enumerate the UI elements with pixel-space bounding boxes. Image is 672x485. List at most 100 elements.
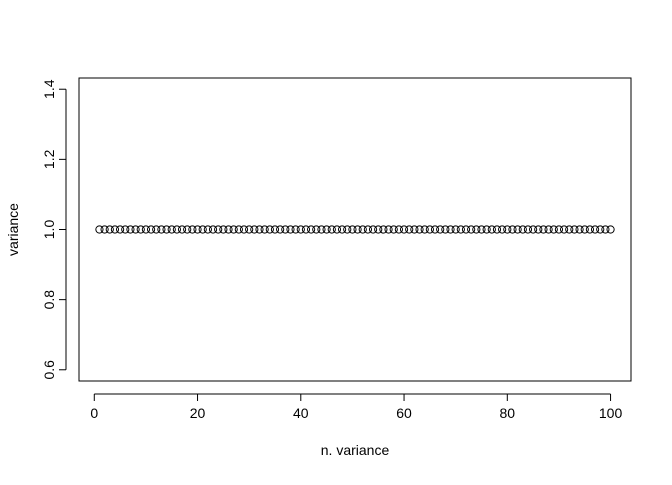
plot-frame <box>78 77 632 382</box>
data-point <box>549 225 558 234</box>
x-tick-label: 100 <box>599 405 623 421</box>
data-point <box>245 225 254 234</box>
data-point <box>389 225 398 234</box>
data-point <box>291 225 300 234</box>
data-point <box>529 225 538 234</box>
data-point <box>353 225 362 234</box>
data-point <box>518 225 527 234</box>
data-point <box>590 225 600 234</box>
data-point <box>503 225 512 234</box>
data-point <box>348 225 357 234</box>
data-point <box>420 225 429 234</box>
y-tick-label: 0.6 <box>41 360 57 380</box>
data-point <box>177 225 187 234</box>
data-point <box>141 225 151 234</box>
data-point <box>394 225 403 234</box>
data-point <box>539 225 548 234</box>
data-point <box>183 225 192 234</box>
data-point <box>276 225 285 234</box>
data-point <box>121 225 130 234</box>
data-point <box>384 225 393 234</box>
data-point <box>374 225 383 234</box>
data-point <box>239 225 249 234</box>
data-point <box>286 225 295 234</box>
x-tick-label: 40 <box>293 405 309 421</box>
data-point <box>399 225 409 234</box>
data-point <box>208 225 218 234</box>
data-point <box>467 225 476 234</box>
y-axis: 0.6 0.8 1.0 1.2 1.4 <box>41 79 67 380</box>
data-point <box>115 225 125 234</box>
data-point <box>343 225 352 234</box>
data-point <box>322 225 331 234</box>
data-point <box>203 225 212 234</box>
data-point <box>110 225 120 234</box>
x-axis-label: n. variance <box>321 442 390 458</box>
y-tick-label: 1.2 <box>41 149 57 169</box>
data-point <box>565 225 574 234</box>
data-point <box>446 225 455 234</box>
data-point <box>229 225 238 234</box>
data-point <box>337 225 347 234</box>
data-point <box>570 225 579 234</box>
data-point <box>513 225 522 234</box>
x-tick-label: 60 <box>396 405 412 421</box>
data-point <box>405 225 414 234</box>
data-point <box>172 225 181 234</box>
data-point <box>95 225 104 234</box>
data-point <box>544 225 553 234</box>
data-point <box>508 225 517 234</box>
data-point <box>487 225 496 234</box>
data-point <box>585 225 595 234</box>
data-point <box>100 225 109 234</box>
data-point <box>575 225 584 234</box>
data-point <box>332 225 342 234</box>
data-point <box>317 225 326 234</box>
data-point <box>265 225 274 234</box>
data-point <box>363 225 373 234</box>
x-tick-label: 0 <box>90 405 98 421</box>
data-point <box>270 225 280 234</box>
data-point <box>214 225 223 234</box>
data-point <box>198 225 207 234</box>
data-point <box>461 225 471 234</box>
data-point <box>358 225 367 234</box>
data-point <box>436 225 445 234</box>
y-tick-label: 0.8 <box>41 290 57 310</box>
data-point <box>219 225 228 234</box>
data-point <box>472 225 481 234</box>
data-point <box>234 225 243 234</box>
data-point <box>451 225 460 234</box>
data-point <box>482 225 491 234</box>
data-point <box>441 225 450 234</box>
data-point <box>193 225 202 234</box>
data-point <box>157 225 166 234</box>
data-point <box>559 225 569 234</box>
data-point <box>430 225 440 234</box>
data-point <box>580 225 589 234</box>
data-point <box>498 225 507 234</box>
x-axis: 0 20 40 60 80 100 <box>90 393 623 421</box>
data-point <box>601 225 610 234</box>
data-point <box>136 225 145 234</box>
data-point <box>301 225 311 234</box>
data-point <box>368 225 378 234</box>
data-point <box>167 225 176 234</box>
data-point <box>146 225 156 234</box>
y-tick-label: 1.0 <box>41 220 57 240</box>
data-point <box>281 225 290 234</box>
data-point <box>260 225 269 234</box>
data-point <box>534 225 543 234</box>
data-point <box>307 225 316 234</box>
x-tick-label: 80 <box>500 405 516 421</box>
data-point <box>410 225 419 234</box>
data-point <box>596 225 605 234</box>
data-point <box>224 225 233 234</box>
data-point <box>126 225 135 234</box>
data-point <box>415 225 424 234</box>
data-point <box>131 225 140 234</box>
x-tick-label: 20 <box>190 405 206 421</box>
y-tick-label: 1.4 <box>41 79 57 99</box>
